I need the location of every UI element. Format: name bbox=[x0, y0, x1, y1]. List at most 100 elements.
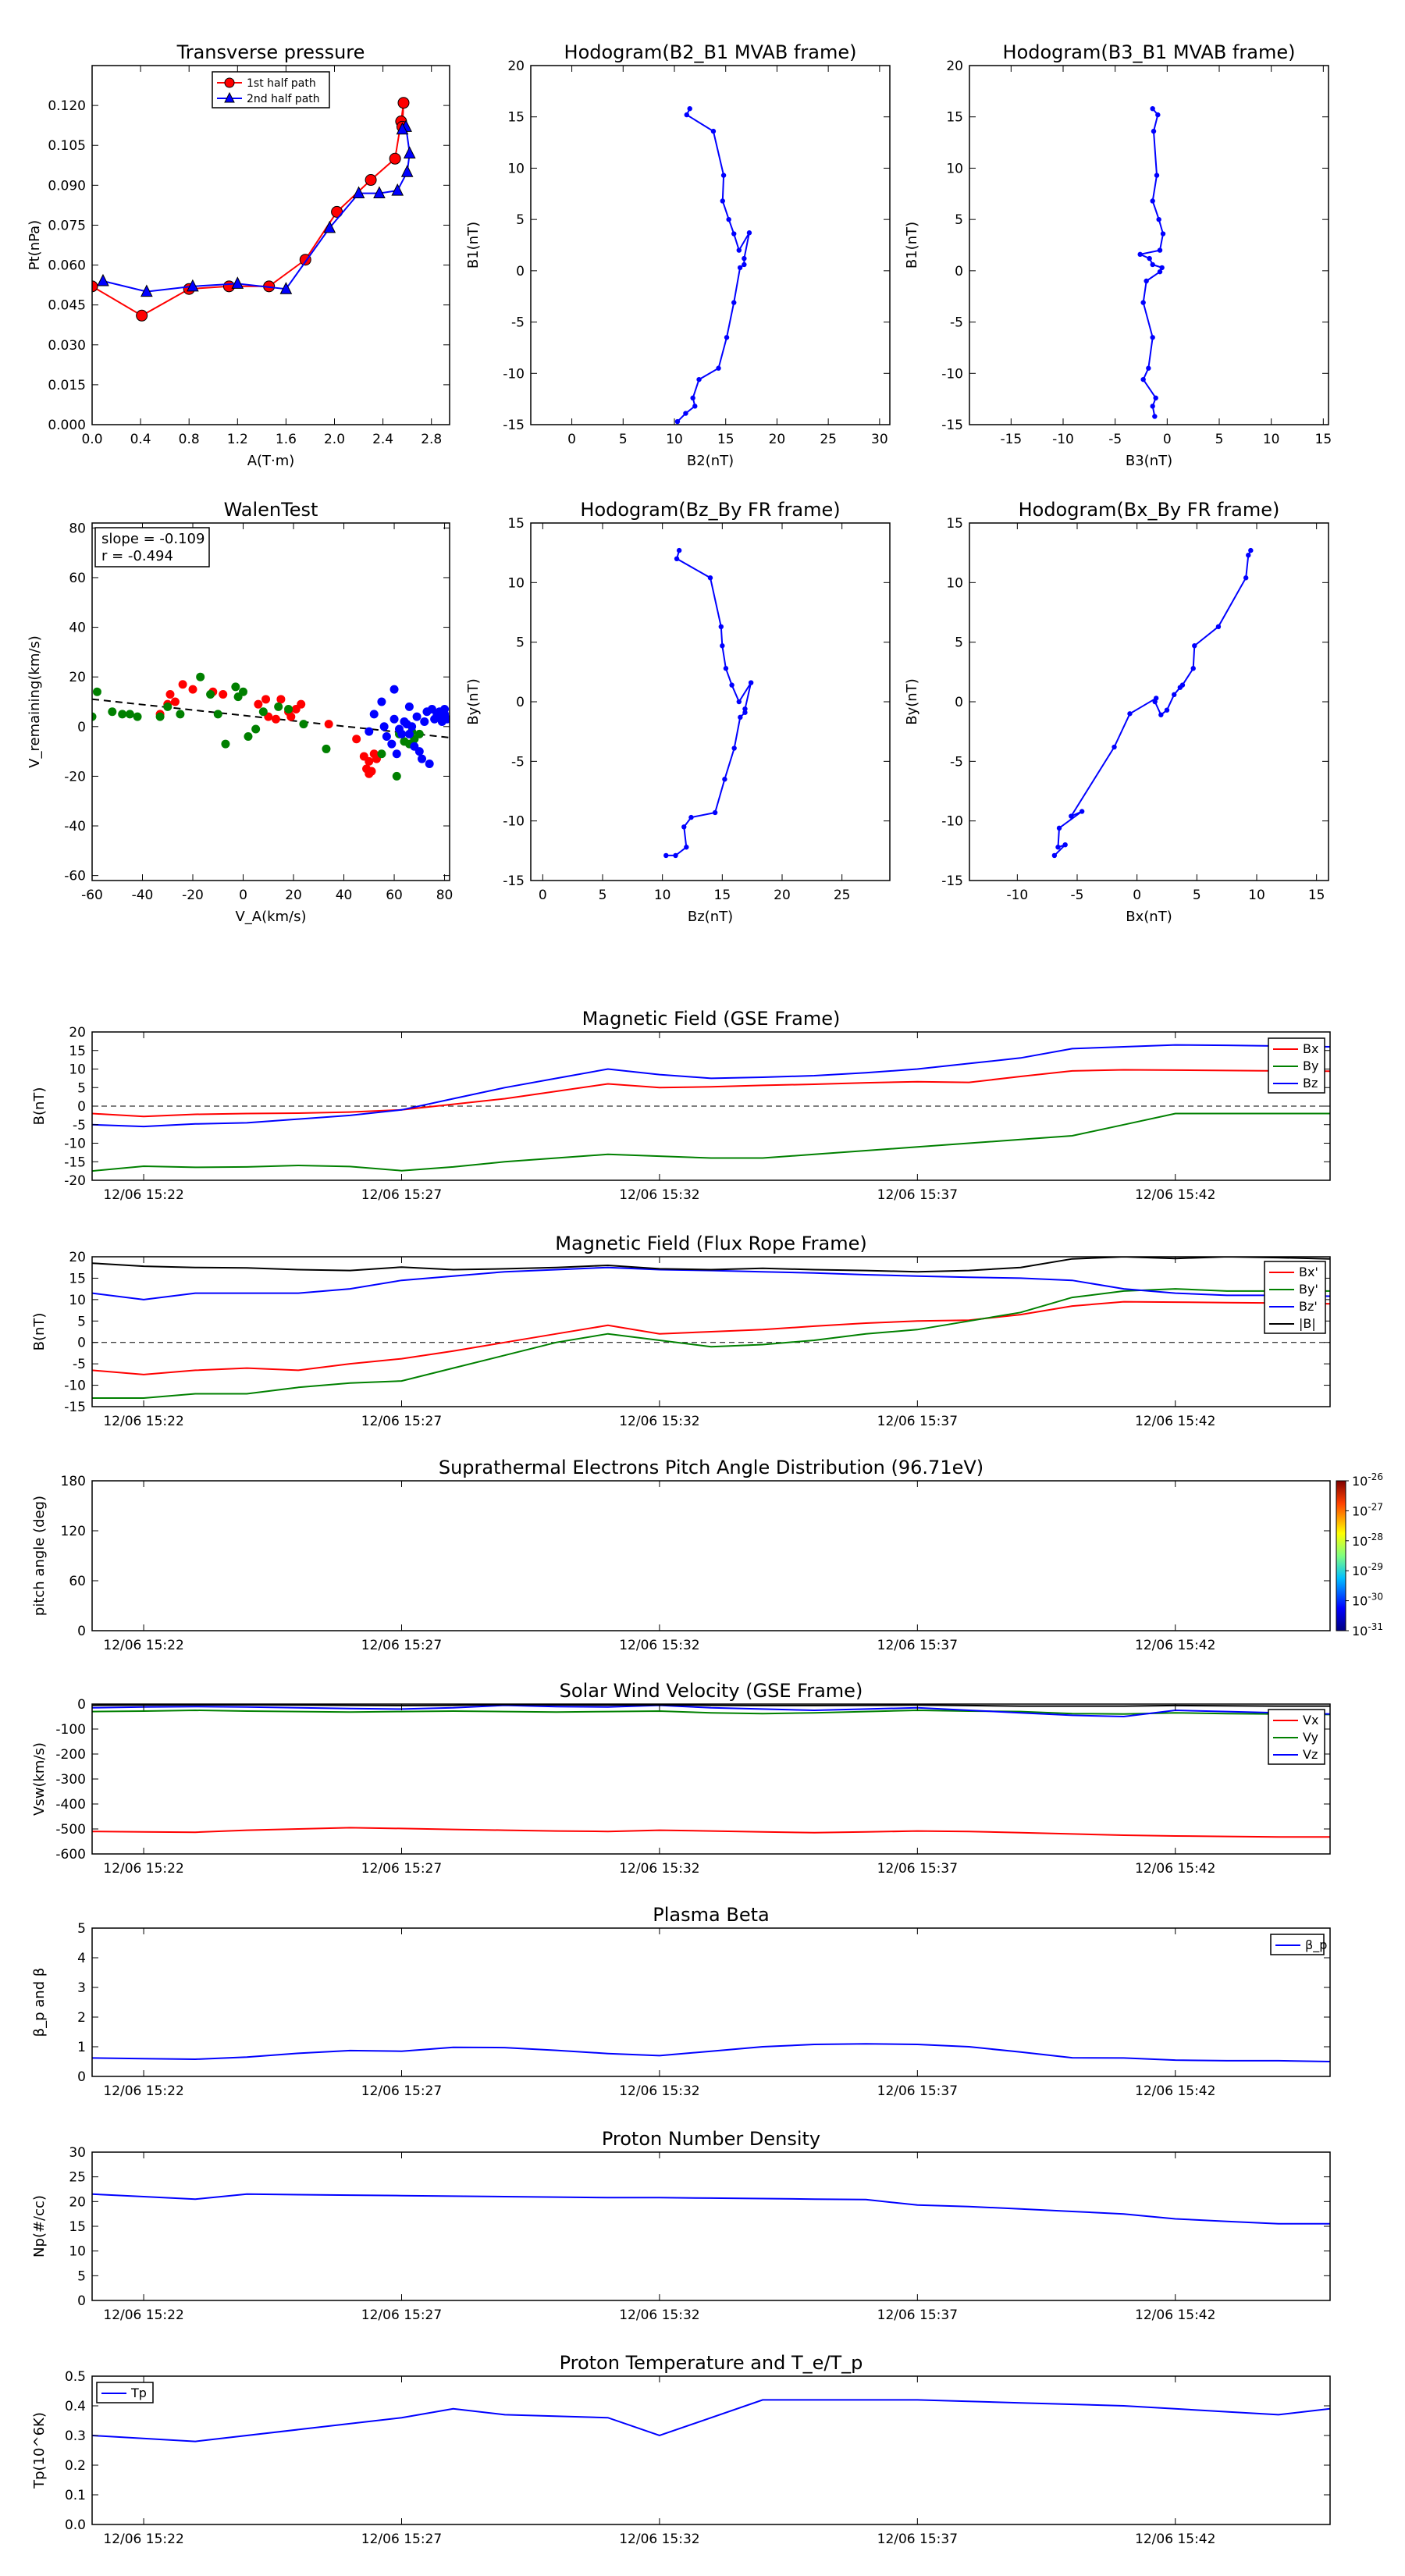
y-tick-label: -10 bbox=[64, 1379, 86, 1394]
series-line-0 bbox=[92, 2399, 1330, 2443]
data-point bbox=[219, 689, 228, 699]
data-point bbox=[742, 710, 748, 715]
y-tick-label: 20 bbox=[69, 1250, 86, 1265]
series-line-0 bbox=[677, 108, 750, 422]
data-point bbox=[420, 717, 429, 726]
x-tick-label: 12/06 15:32 bbox=[619, 1861, 699, 1877]
x-tick-label: 12/06 15:22 bbox=[103, 1414, 183, 1429]
data-point bbox=[231, 276, 244, 289]
series-line-3 bbox=[92, 1704, 1330, 1707]
x-tick-label: 12/06 15:42 bbox=[1135, 1187, 1215, 1203]
data-point bbox=[379, 722, 389, 731]
data-point bbox=[726, 216, 731, 222]
colorbar-base: 10 bbox=[1352, 1594, 1368, 1609]
colorbar-base: 10 bbox=[1352, 1503, 1368, 1518]
data-point bbox=[1147, 255, 1152, 262]
y-tick-label: 15 bbox=[69, 1044, 86, 1059]
data-point bbox=[683, 411, 688, 416]
y-tick-label: 0 bbox=[955, 264, 963, 279]
plot-data bbox=[92, 1257, 1330, 1399]
data-point bbox=[737, 265, 743, 271]
x-tick-label: 0 bbox=[567, 432, 576, 447]
data-point bbox=[365, 174, 377, 187]
series-line-0 bbox=[92, 1069, 1330, 1118]
x-tick-label: 25 bbox=[834, 888, 851, 903]
y-tick-label: 5 bbox=[77, 1314, 86, 1329]
x-tick-label: 12/06 15:37 bbox=[877, 2532, 958, 2547]
data-point bbox=[736, 247, 742, 253]
data-point bbox=[396, 122, 409, 135]
data-point bbox=[696, 376, 702, 382]
legend-label: |B| bbox=[1299, 1316, 1316, 1331]
legend-label: Bz' bbox=[1299, 1299, 1318, 1314]
x-tick-label: 12/06 15:32 bbox=[619, 2083, 699, 2099]
x-tick-label: -20 bbox=[182, 888, 204, 903]
legend-label: β_p bbox=[1305, 1937, 1327, 1953]
y-tick-label: 0.3 bbox=[65, 2428, 86, 2444]
chart-10: Plasma Beta 12/06 15:22 12/06 15:27 12/06 1… bbox=[31, 1904, 1331, 2099]
chart-9: Solar Wind Velocity (GSE Frame) 12/06 15:… bbox=[31, 1680, 1331, 1877]
chart-1: Hodogram(B2_B1 MVAB frame) 0 5 10 15 20 25 30 -1… bbox=[465, 41, 891, 469]
chart-0: Transverse pressure 0.0 0.4 0.8 1.2 1.6 2.0 2.4… bbox=[27, 41, 450, 469]
chart-title: Hodogram(Bx_By FR frame) bbox=[1019, 499, 1280, 521]
plot-data bbox=[92, 1044, 1330, 1172]
y-tick-label: 15 bbox=[507, 516, 525, 532]
x-tick-label: 12/06 15:32 bbox=[619, 2307, 699, 2323]
x-tick-label: 12/06 15:42 bbox=[1135, 2307, 1215, 2323]
y-tick-label: 0 bbox=[77, 1624, 86, 1639]
y-tick-label: 1 bbox=[77, 2040, 86, 2055]
x-tick-label: 10 bbox=[666, 432, 683, 447]
x-tick-label: 15 bbox=[714, 888, 731, 903]
chart-title: Proton Number Density bbox=[602, 2128, 820, 2150]
data-point bbox=[118, 710, 127, 719]
data-point bbox=[676, 547, 682, 553]
y-tick-label: 15 bbox=[69, 1271, 86, 1286]
legend-label: Bz bbox=[1303, 1076, 1318, 1091]
data-point bbox=[692, 404, 698, 409]
data-point bbox=[707, 575, 713, 581]
x-tick-label: 0.8 bbox=[179, 432, 200, 447]
x-tick-label: 12/06 15:32 bbox=[619, 1187, 699, 1203]
data-point bbox=[92, 712, 97, 721]
x-tick-label: 12/06 15:27 bbox=[361, 1414, 442, 1429]
data-point bbox=[322, 744, 331, 753]
data-point bbox=[176, 710, 185, 719]
plot-data bbox=[674, 106, 752, 425]
chart-title: Suprathermal Electrons Pitch Angle Distr… bbox=[439, 1457, 984, 1478]
data-point bbox=[108, 707, 117, 717]
plot-data bbox=[92, 2043, 1330, 2062]
x-tick-label: 12/06 15:27 bbox=[361, 1638, 442, 1653]
plot-frame bbox=[91, 1256, 1331, 1407]
data-point bbox=[729, 682, 735, 688]
y-tick-label: 15 bbox=[946, 110, 963, 126]
x-tick-label: 2.4 bbox=[372, 432, 393, 447]
y-tick-label: 0 bbox=[77, 1099, 86, 1115]
y-tick-label: 120 bbox=[61, 1524, 86, 1539]
x-tick-label: 15 bbox=[717, 432, 735, 447]
plot-frame bbox=[91, 1480, 1331, 1631]
data-point bbox=[1150, 262, 1155, 268]
data-point bbox=[724, 335, 730, 340]
data-point bbox=[1215, 624, 1222, 630]
x-tick-label: 12/06 15:22 bbox=[103, 1638, 183, 1653]
y-tick-label: -600 bbox=[55, 1847, 86, 1863]
y-tick-label: 20 bbox=[507, 59, 525, 74]
y-tick-label: -300 bbox=[55, 1772, 86, 1788]
x-tick-label: 15 bbox=[1308, 888, 1325, 903]
y-axis-label: B1(nT) bbox=[904, 222, 920, 269]
plot-frame bbox=[969, 65, 1329, 425]
data-point bbox=[720, 173, 727, 178]
chart-4: Hodogram(Bz_By FR frame) 0 5 10 15 20 25 -15 -10… bbox=[465, 499, 891, 925]
x-tick-label: -10 bbox=[1052, 432, 1074, 447]
y-tick-label: 0.075 bbox=[48, 218, 86, 233]
data-point bbox=[213, 710, 222, 719]
x-tick-label: 30 bbox=[871, 432, 888, 447]
colorbar-base: 10 bbox=[1352, 1564, 1368, 1578]
x-tick-label: 25 bbox=[820, 432, 837, 447]
y-tick-label: -20 bbox=[64, 769, 86, 785]
data-point bbox=[684, 112, 689, 118]
data-point bbox=[1154, 173, 1160, 178]
data-point bbox=[674, 556, 680, 561]
data-point bbox=[400, 165, 414, 177]
y-tick-label: 0.1 bbox=[65, 2488, 86, 2503]
